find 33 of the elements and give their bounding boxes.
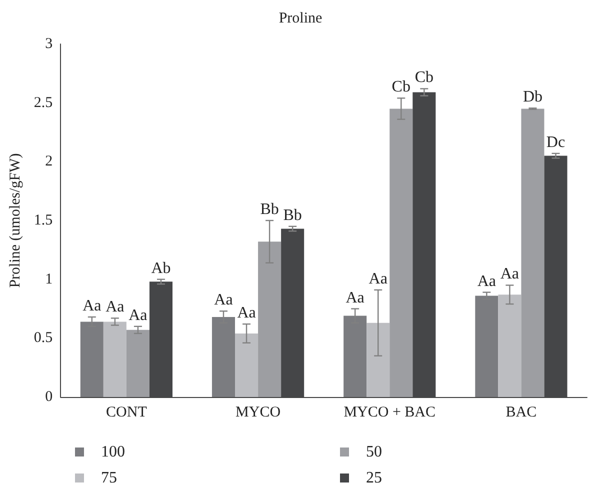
- data-label: Aa: [106, 298, 124, 316]
- y-tick-label: 0.5: [34, 330, 53, 346]
- data-label: Aa: [82, 297, 102, 314]
- data-label: Db: [522, 88, 542, 106]
- data-label: Aa: [500, 266, 520, 283]
- y-tick-label: 2.5: [34, 94, 53, 111]
- y-tick-label: 1.5: [34, 212, 53, 228]
- data-label: Aa: [477, 272, 496, 290]
- x-tick-label: CONT: [106, 404, 147, 420]
- chart-title: Proline: [278, 10, 322, 26]
- data-label: Ab: [151, 260, 171, 277]
- data-label: Aa: [214, 292, 233, 309]
- data-label: Aa: [368, 270, 388, 288]
- y-tick-label: 3: [45, 36, 53, 52]
- legend-label: 50: [366, 444, 382, 460]
- data-label: Cb: [392, 78, 410, 96]
- data-label: Dc: [546, 134, 566, 151]
- y-tick-label: 2: [45, 154, 53, 170]
- legend-label: 75: [101, 470, 117, 486]
- data-label: Aa: [237, 304, 256, 322]
- y-tick-label: 1: [45, 271, 53, 288]
- data-label: Aa: [346, 289, 364, 306]
- data-label: Bb: [260, 201, 279, 218]
- x-tick-label: BAC: [506, 404, 537, 420]
- y-tick-label: 0: [45, 389, 53, 405]
- data-label: Cb: [414, 69, 434, 86]
- x-tick-label: MYCO: [236, 404, 281, 420]
- data-label: Aa: [128, 306, 148, 324]
- x-tick-label: MYCO + BAC: [344, 404, 436, 420]
- y-axis-title: Proline (umoles/gFW): [8, 153, 24, 288]
- data-label: Bb: [283, 206, 302, 224]
- legend-label: 25: [366, 470, 382, 486]
- legend-label: 100: [101, 444, 125, 460]
